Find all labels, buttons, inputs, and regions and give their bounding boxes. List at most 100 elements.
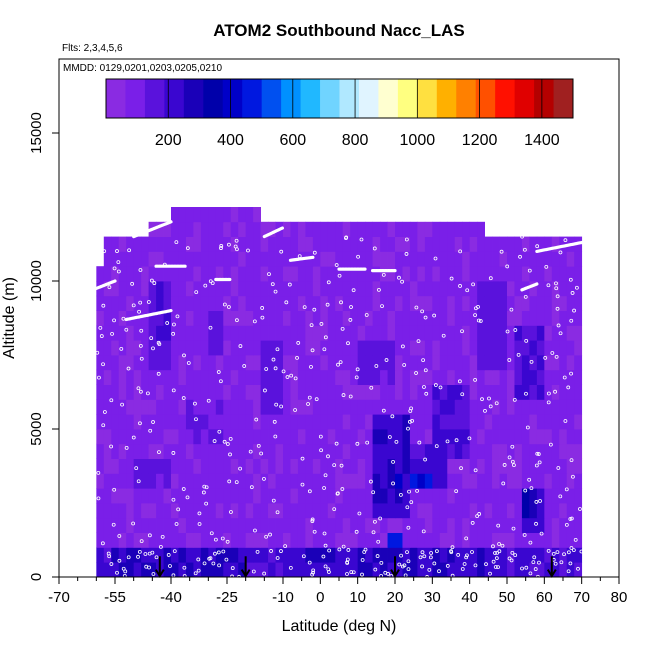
heatmap-cell [357, 266, 366, 282]
sample-point [458, 249, 463, 254]
ground-site-arrows [154, 556, 557, 578]
sample-point [346, 548, 351, 552]
heatmap-cell [193, 207, 202, 223]
heatmap-cell [380, 266, 388, 282]
heatmap-cell [365, 310, 373, 326]
sample-point [193, 401, 197, 406]
colorbar-swatch [534, 79, 555, 118]
heatmap-cell [424, 221, 433, 237]
sample-point [578, 507, 582, 511]
heatmap-cell [96, 414, 105, 430]
sample-point [477, 512, 482, 516]
heatmap-cell [447, 429, 456, 445]
heatmap-cell [544, 547, 553, 563]
heatmap-cell [208, 340, 217, 356]
sample-point [351, 288, 356, 293]
heatmap-cell [208, 429, 217, 445]
heatmap-cell [342, 369, 351, 385]
heatmap-cell [529, 384, 538, 400]
heatmap-cell [395, 310, 403, 326]
heatmap-cell [327, 547, 336, 563]
sample-point [398, 493, 403, 497]
sample-point [312, 307, 317, 312]
heatmap-cell [171, 547, 179, 563]
sample-point [301, 554, 306, 559]
heatmap-cell [350, 295, 359, 311]
heatmap-cell [230, 340, 239, 356]
sample-point [389, 574, 394, 577]
sample-point [397, 562, 402, 567]
heatmap-cell [96, 384, 105, 400]
heatmap-cell [312, 532, 321, 548]
heatmap-cell [178, 340, 187, 356]
sample-point [204, 485, 209, 490]
heatmap-cell [484, 355, 493, 371]
heatmap-cell [574, 310, 583, 326]
heatmap-cell [283, 221, 291, 237]
heatmap-cell [200, 503, 209, 519]
heatmap-cell [268, 414, 276, 430]
heatmap-cell [305, 281, 314, 297]
sample-point [454, 438, 459, 443]
heatmap-cell [357, 488, 366, 504]
heatmap-cell [178, 355, 187, 371]
sample-point [306, 402, 310, 406]
heatmap-cell [96, 281, 105, 297]
heatmap-cell [223, 266, 232, 282]
heatmap-cell [350, 532, 359, 548]
heatmap-cell [507, 369, 515, 385]
heatmap-cell [387, 532, 396, 548]
heatmap-cell [253, 236, 261, 252]
heatmap-cell [141, 266, 149, 282]
heatmap-cell [208, 547, 217, 563]
heatmap-cell [454, 221, 463, 237]
heatmap-cell [439, 562, 448, 577]
heatmap-cell [469, 221, 478, 237]
heatmap-cell [171, 325, 179, 341]
heatmap-cell [536, 443, 545, 459]
sample-point [262, 476, 266, 481]
heatmap-cell [171, 532, 179, 548]
heatmap-cell [290, 488, 299, 504]
heatmap-cell [350, 429, 359, 445]
heatmap-cell [171, 399, 179, 415]
heatmap-cell [409, 429, 418, 445]
sample-point [563, 238, 568, 243]
heatmap-cell [529, 355, 538, 371]
heatmap-cell [223, 369, 232, 385]
heatmap-cell [253, 355, 261, 371]
heatmap-cell [365, 355, 373, 371]
heatmap-cell [223, 251, 232, 267]
heatmap-cell [566, 414, 575, 430]
sample-point [536, 452, 541, 456]
x-tick-label: 70 [573, 589, 590, 606]
sample-point [204, 501, 209, 506]
heatmap-cell [178, 458, 187, 474]
heatmap-cell [163, 458, 172, 474]
sample-point [553, 389, 557, 394]
heatmap-cell [320, 325, 329, 341]
heatmap-cell [118, 369, 127, 385]
sample-point [171, 451, 176, 455]
y-tick-label: 0 [28, 573, 45, 581]
heatmap-cell [357, 355, 366, 371]
heatmap-cell [118, 384, 127, 400]
colorbar-swatch [378, 79, 399, 118]
dates-note: MMDD: 0129,0201,0203,0205,0210 [63, 63, 222, 74]
heatmap-cell [193, 399, 202, 415]
heatmap-cell [514, 399, 523, 415]
heatmap-cell [185, 399, 194, 415]
sample-point [409, 500, 414, 505]
heatmap-cell [178, 221, 187, 237]
heatmap-cell [477, 532, 485, 548]
heatmap-cell [148, 355, 157, 371]
sample-point [511, 526, 516, 531]
heatmap-cell [544, 443, 553, 459]
heatmap-cell [335, 251, 344, 267]
sample-point [147, 533, 152, 538]
heatmap-cell [275, 369, 284, 385]
sample-point [225, 442, 230, 446]
sample-point [360, 558, 365, 562]
heatmap-cell [350, 414, 359, 430]
sample-point [462, 562, 467, 566]
